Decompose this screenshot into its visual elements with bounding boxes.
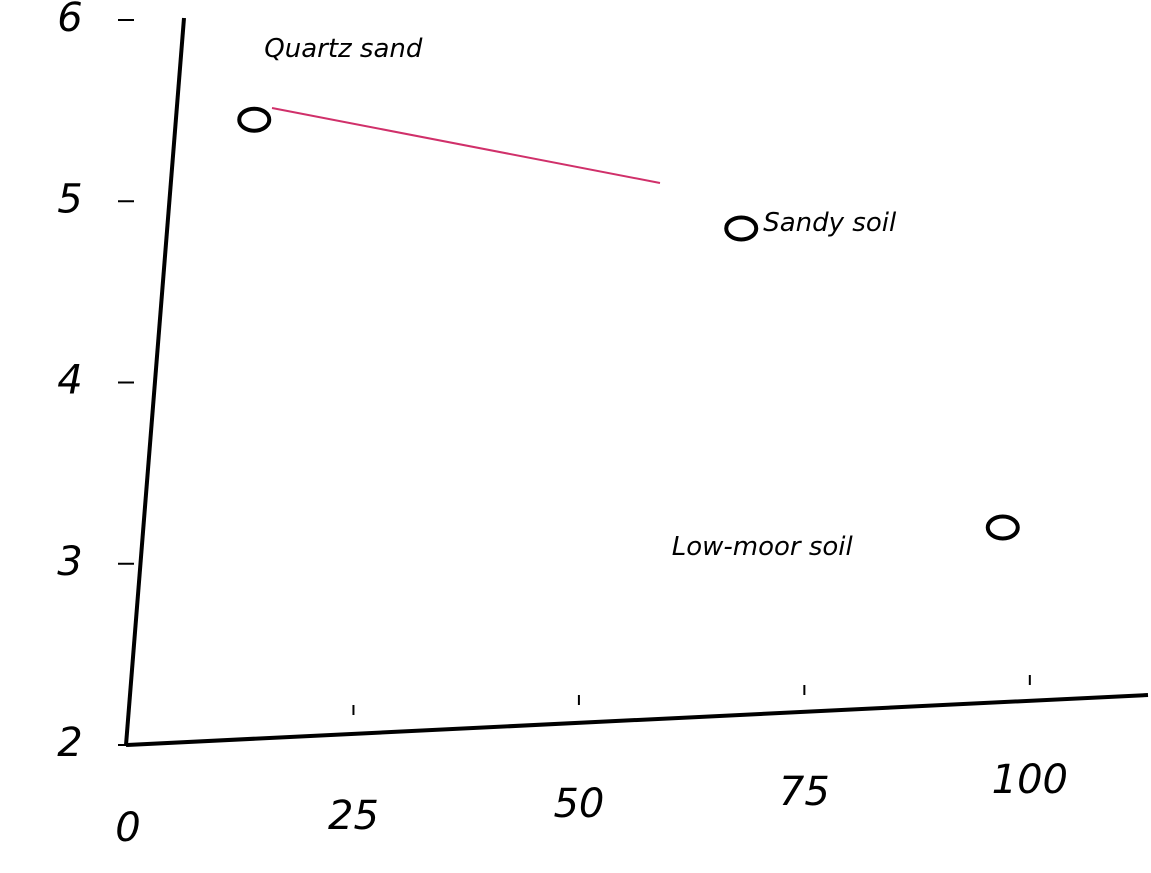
chart: 2 3 4 5 6 0 25 50 75 100 Quartz sand Sandy soil Low-…: [0, 0, 1151, 873]
x-tick-label: 0: [115, 805, 140, 851]
x-axis: [126, 695, 1148, 745]
point: [988, 517, 1018, 539]
x-tick-label: 100: [992, 757, 1068, 803]
page: 2 3 4 5 6 0 25 50 75 100 Quartz sand Sandy soil Low-…: [0, 0, 1151, 873]
y-tick-label: 3: [57, 539, 82, 585]
point-label: Quartz sand: [264, 34, 423, 64]
point: [726, 217, 756, 239]
x-tick-label: 50: [553, 781, 604, 827]
y-tick-label: 6: [57, 0, 82, 41]
y-tick-label: 4: [57, 358, 82, 404]
point-label: Sandy soil: [763, 208, 897, 238]
annotation-line: [272, 108, 660, 183]
x-tick-label: 25: [328, 793, 379, 839]
point: [239, 109, 269, 131]
y-axis: [126, 18, 184, 745]
y-tick-label: 5: [57, 176, 82, 222]
y-tick-label: 2: [57, 720, 82, 766]
x-tick-label: 75: [779, 769, 830, 815]
point-label: Low-moor soil: [672, 532, 854, 562]
